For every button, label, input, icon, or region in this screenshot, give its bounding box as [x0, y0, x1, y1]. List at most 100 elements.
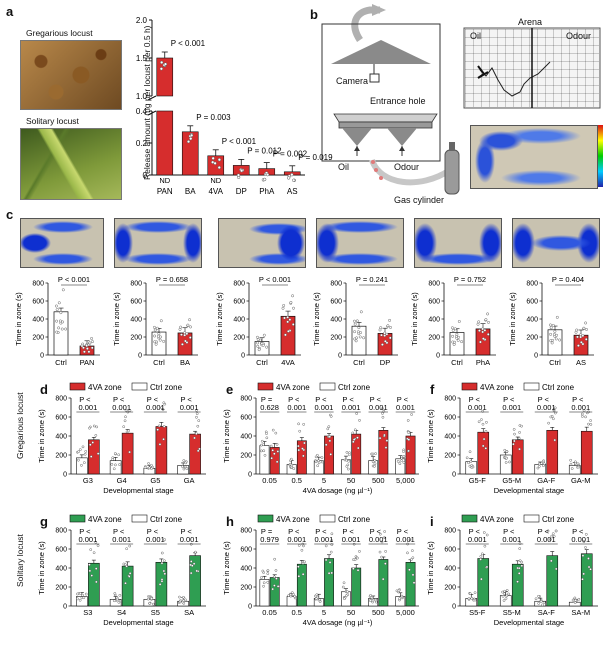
data-point	[484, 447, 488, 450]
data-point	[183, 465, 187, 469]
p-value-bottom: 0.001	[180, 403, 199, 412]
data-point	[378, 436, 382, 440]
data-point	[385, 332, 389, 336]
data-point	[574, 460, 577, 464]
data-point	[402, 450, 405, 453]
data-point	[468, 592, 472, 595]
data-point	[549, 559, 553, 563]
data-point	[156, 428, 159, 431]
data-point	[150, 463, 153, 467]
bar-4va	[324, 558, 334, 607]
data-point	[371, 460, 375, 464]
data-point	[358, 550, 361, 553]
p-value-top: P =	[261, 395, 273, 404]
category-label: 4VA	[281, 358, 295, 367]
data-point	[481, 422, 485, 426]
data-point	[289, 594, 293, 598]
data-point	[260, 576, 263, 579]
data-point	[505, 450, 509, 453]
y-tick-label: 200	[32, 335, 44, 342]
bar-4va	[580, 430, 593, 475]
data-point	[160, 406, 163, 410]
data-point	[584, 337, 588, 341]
category-label: GA-M	[571, 476, 591, 485]
data-point	[257, 348, 261, 352]
data-point	[180, 333, 183, 337]
arena-oil-label: Oil	[470, 31, 481, 41]
data-point	[481, 327, 485, 331]
data-point	[358, 335, 362, 339]
legend-swatch-4va	[69, 382, 86, 391]
data-point	[549, 332, 553, 336]
legend-label-4va: 4VA zone	[480, 515, 514, 524]
data-point	[589, 423, 593, 426]
arena-gridlines	[465, 29, 599, 107]
data-point	[159, 319, 163, 323]
oil-label: Oil	[338, 162, 349, 172]
p-value-top: P <	[180, 527, 192, 536]
data-point	[265, 345, 269, 349]
data-point	[452, 343, 456, 346]
data-point	[266, 569, 270, 572]
data-point	[158, 338, 162, 342]
category-label: Ctrl	[549, 358, 561, 367]
data-point	[113, 452, 117, 455]
p-value-top: P <	[572, 395, 584, 404]
data-point	[317, 461, 321, 465]
data-point	[160, 561, 164, 565]
data-point	[398, 462, 402, 466]
data-point	[81, 445, 85, 449]
data-point	[282, 304, 286, 307]
chart-c3: 0 200 400 600 800 Time in zone (s) Ctrl 4VA P < …	[215, 275, 301, 367]
p-value-top: P <	[288, 395, 300, 404]
legend: 4VA zone Ctrl zone	[461, 514, 575, 524]
legend: 4VA zone Ctrl zone	[69, 514, 183, 524]
data-point	[195, 415, 198, 419]
bar-4va	[351, 567, 362, 607]
data-point	[542, 462, 546, 466]
data-point	[266, 572, 270, 575]
category-label: SA-M	[571, 608, 590, 617]
data-point	[581, 577, 584, 581]
data-point	[356, 556, 359, 560]
data-point	[554, 337, 558, 341]
data-point	[163, 559, 166, 563]
data-point	[513, 439, 516, 443]
legend-label-ctrl: Ctrl zone	[150, 515, 183, 524]
data-point	[327, 425, 331, 429]
p-value-top: P <	[113, 527, 125, 536]
heatmap-ba	[114, 218, 202, 268]
data-point	[574, 330, 578, 334]
data-point	[217, 158, 222, 162]
heatmap-4va	[218, 218, 306, 268]
data-point	[582, 540, 586, 543]
y-axis-label: Time in zone (s)	[112, 292, 121, 346]
p-value-bottom: 0.001	[468, 535, 487, 544]
data-point	[549, 326, 553, 330]
y-axis-label: Time in zone (s)	[426, 409, 435, 463]
data-point	[78, 598, 82, 602]
data-point	[320, 456, 324, 459]
data-point	[192, 562, 196, 566]
data-point	[260, 449, 263, 453]
data-point	[236, 173, 241, 177]
data-point	[359, 310, 363, 314]
data-point	[402, 454, 406, 458]
data-point	[503, 448, 507, 452]
category-label: 500	[372, 476, 385, 485]
data-point	[341, 585, 345, 589]
data-point	[576, 344, 580, 348]
data-point	[55, 304, 58, 308]
data-point	[381, 412, 384, 415]
p-value-bottom: 0.001	[146, 535, 165, 544]
bar-4va	[269, 577, 280, 607]
y-tick-label: 0	[436, 353, 440, 360]
y-tick-label: 600	[526, 299, 538, 306]
data-point	[150, 597, 154, 600]
data-point	[286, 329, 290, 333]
category-label: 0.05	[262, 608, 277, 617]
legend-swatch-ctrl	[319, 514, 336, 523]
panel-label-c: c	[6, 207, 14, 222]
